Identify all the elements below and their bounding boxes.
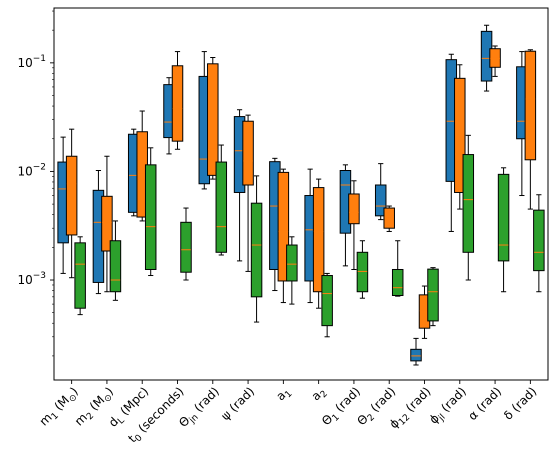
- x-tick-label: a1: [273, 384, 294, 405]
- box-body: [109, 240, 122, 293]
- box-body: [427, 268, 439, 322]
- box-body: [171, 65, 184, 142]
- box-1-12: [489, 45, 501, 77]
- plot-frame: [53, 7, 549, 381]
- box-1-5: [242, 114, 254, 272]
- box-0-10: [410, 337, 422, 366]
- box-body: [454, 77, 466, 193]
- box-1-3: [171, 51, 184, 150]
- box-2-6: [286, 236, 298, 305]
- box-2-13: [533, 194, 545, 293]
- x-tick-label: a2: [309, 384, 330, 405]
- box-2-12: [497, 167, 510, 293]
- box-1-9: [383, 205, 395, 232]
- box-body: [101, 195, 113, 252]
- box-body: [533, 209, 545, 272]
- box-1-4: [207, 57, 219, 180]
- box-body: [410, 348, 422, 362]
- box-body: [356, 251, 369, 293]
- box-1-0: [65, 128, 78, 279]
- box-1-6: [277, 168, 290, 304]
- box-2-9: [391, 240, 404, 297]
- box-body: [312, 187, 325, 293]
- box-body: [286, 244, 298, 282]
- box-body: [215, 161, 228, 253]
- box-body: [74, 242, 86, 309]
- box-body: [144, 164, 157, 270]
- box-2-11: [462, 134, 475, 281]
- box-2-5: [250, 175, 263, 323]
- box-body: [462, 154, 475, 253]
- box-body: [65, 155, 78, 236]
- box-2-1: [109, 220, 122, 301]
- box-2-2: [144, 147, 157, 277]
- x-tick-label: α (rad): [465, 384, 504, 423]
- box-body: [321, 275, 333, 327]
- box-body: [391, 268, 404, 297]
- box-2-3: [180, 207, 192, 281]
- box-body: [374, 184, 387, 217]
- box-2-8: [356, 240, 369, 299]
- axes: [53, 7, 549, 381]
- y-tick-label: 10−3: [17, 271, 46, 287]
- box-body: [242, 120, 254, 186]
- x-tick-label: δ (rad): [501, 384, 539, 422]
- box-2-10: [427, 267, 439, 327]
- box-1-8: [348, 180, 360, 270]
- x-axis-ticks: m1 (M⊙)m2 (M⊙)dL (Mpc)t0 (seconds)Θjn (r…: [37, 380, 539, 446]
- box-body: [524, 50, 537, 161]
- y-tick-label: 10−2: [17, 162, 46, 178]
- box-1-1: [101, 155, 113, 293]
- box-body: [497, 173, 510, 262]
- box-2-7: [321, 272, 333, 338]
- x-tick-label: ϕjl (rad): [426, 384, 471, 429]
- box-body: [250, 202, 263, 298]
- box-body: [207, 63, 219, 176]
- box-body: [180, 221, 192, 273]
- box-1-13: [524, 49, 537, 210]
- plot-area: [57, 24, 545, 366]
- box-2-0: [74, 236, 86, 316]
- y-axis-ticks: 10−3 10−2 10−1: [17, 10, 54, 357]
- box-2-4: [215, 144, 228, 256]
- y-tick-label: 10−1: [17, 54, 46, 70]
- box-body: [383, 207, 395, 229]
- box-1-11: [454, 64, 466, 210]
- box-body: [348, 193, 360, 225]
- box-1-7: [312, 178, 325, 309]
- x-tick-label: ψ (rad): [218, 384, 257, 423]
- box-0-9: [374, 163, 387, 221]
- box-body: [277, 171, 290, 282]
